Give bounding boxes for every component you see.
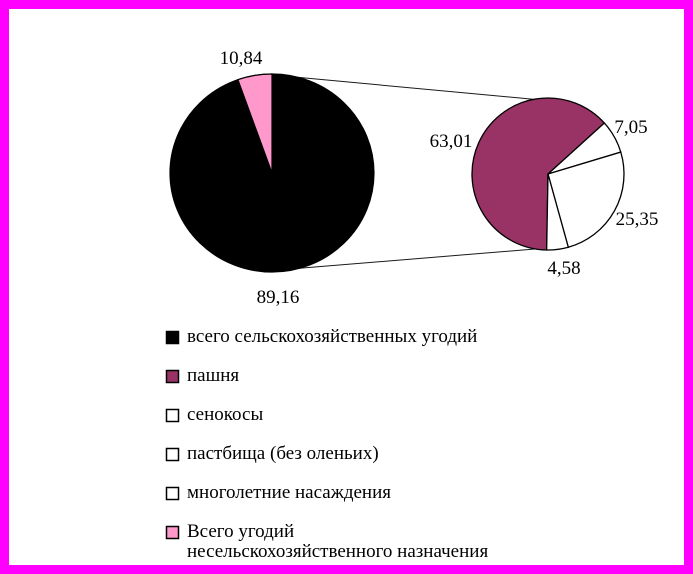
main-pie-data-label-1: 10,84	[220, 48, 263, 69]
legend-label: пастбища (без оленьих)	[187, 443, 379, 464]
legend-item: всего сельскохозяйственных угодий	[165, 327, 488, 347]
secondary-pie-data-label-0: 63,01	[430, 131, 473, 152]
legend-label: сенокосы	[187, 404, 264, 425]
legend-item: пастбища (без оленьих)	[165, 444, 488, 464]
secondary-pie-data-label-3: 4,58	[547, 258, 580, 279]
legend-item: многолетние насаждения	[165, 483, 488, 503]
pie-of-pie-chart: 89,16 10,84 63,01 7,05 25,35 4,58	[169, 48, 659, 308]
secondary-pie-data-label-2: 25,35	[616, 209, 659, 230]
legend-item: сенокосы	[165, 405, 488, 425]
legend-label: всего сельскохозяйственных угодий	[187, 326, 478, 347]
legend-marker-plum	[165, 369, 180, 384]
secondary-pie-data-label-1: 7,05	[614, 117, 647, 138]
legend-marker-white	[165, 408, 180, 423]
secondary-pie-slice-3	[546, 173, 570, 251]
legend-marker-pink	[165, 525, 180, 540]
legend-label: многолетние насаждения	[187, 482, 391, 503]
secondary-pie-slice-0	[471, 97, 606, 251]
connector-line-1	[277, 247, 548, 271]
secondary-pie-slice-2	[547, 151, 625, 249]
connector-line-0	[272, 74, 542, 101]
chart-legend: всего сельскохозяйственных угодий пашня …	[165, 327, 488, 565]
legend-item: пашня	[165, 366, 488, 386]
main-pie-data-label-0: 89,16	[257, 287, 300, 308]
legend-marker-white	[165, 486, 180, 501]
legend-item: Всего угодий несельскохозяйственного наз…	[165, 522, 488, 562]
legend-label: Всего угодий несельскохозяйственного наз…	[187, 521, 489, 562]
legend-label: пашня	[187, 365, 240, 386]
legend-marker-black	[165, 330, 180, 345]
main-pie-slice-1	[237, 73, 273, 174]
legend-marker-white	[165, 447, 180, 462]
